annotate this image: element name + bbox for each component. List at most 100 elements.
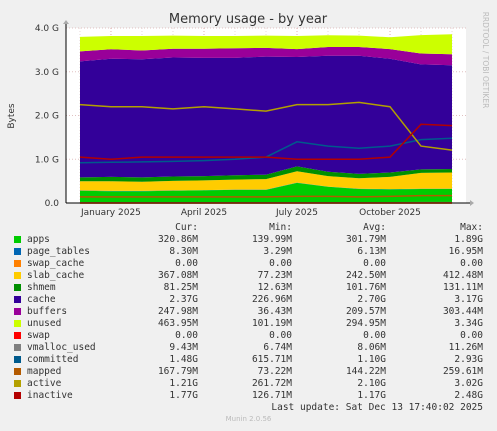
legend-swatch bbox=[14, 368, 21, 375]
legend-min: 139.99M bbox=[251, 234, 292, 245]
legend-min: 101.19M bbox=[251, 318, 292, 329]
area-shmem bbox=[80, 166, 452, 182]
x-tick-label: April 2025 bbox=[181, 208, 227, 218]
legend-name: committed bbox=[27, 354, 79, 365]
legend-swatch bbox=[14, 296, 21, 303]
legend-swatch bbox=[14, 248, 21, 255]
y-tick-label: 4.0 G bbox=[35, 24, 59, 34]
legend-min: 0.00 bbox=[269, 330, 292, 341]
legend-cur: 167.79M bbox=[157, 366, 198, 377]
legend-avg: 294.95M bbox=[345, 318, 386, 329]
legend-cur: 320.86M bbox=[157, 234, 198, 245]
legend-avg: 301.79M bbox=[345, 234, 386, 245]
legend-name: active bbox=[27, 378, 62, 389]
legend-cur: 1.21G bbox=[169, 378, 198, 389]
legend-max: 0.00 bbox=[460, 258, 483, 269]
legend-swatch bbox=[14, 344, 21, 351]
legend-min: 77.23M bbox=[257, 270, 292, 281]
legend-avg: 2.10G bbox=[357, 378, 386, 389]
legend-max: 131.11M bbox=[442, 282, 483, 293]
legend-avg: 8.06M bbox=[357, 342, 386, 353]
legend-swatch bbox=[14, 284, 21, 291]
legend-max: 0.00 bbox=[460, 330, 483, 341]
legend-avg: 2.70G bbox=[357, 294, 386, 305]
legend-swatch bbox=[14, 380, 21, 387]
legend-swatch bbox=[14, 332, 21, 339]
legend-name: swap bbox=[27, 330, 50, 341]
legend-min: 226.96M bbox=[251, 294, 292, 305]
legend-avg: 6.13M bbox=[357, 246, 386, 257]
legend-max: 412.48M bbox=[442, 270, 483, 281]
line-mapped bbox=[80, 194, 452, 198]
legend-cur: 0.00 bbox=[175, 258, 198, 269]
x-axis-arrow bbox=[470, 200, 474, 206]
legend-min: 36.43M bbox=[257, 306, 292, 317]
legend-swatch bbox=[14, 272, 21, 279]
legend-max: 303.44M bbox=[442, 306, 483, 317]
legend-swatch bbox=[14, 392, 21, 399]
legend-name: page_tables bbox=[27, 246, 90, 257]
legend-name: slab_cache bbox=[27, 270, 85, 281]
legend-cur: 1.48G bbox=[169, 354, 198, 365]
legend-avg: 242.50M bbox=[345, 270, 386, 281]
legend-avg: 1.10G bbox=[357, 354, 386, 365]
x-tick-label: July 2025 bbox=[275, 208, 318, 218]
area-unused bbox=[80, 34, 452, 55]
legend-swatch bbox=[14, 308, 21, 315]
legend-name: mapped bbox=[27, 366, 62, 377]
legend-max: 1.89G bbox=[454, 234, 483, 245]
legend-cur: 2.37G bbox=[169, 294, 198, 305]
area-apps bbox=[80, 182, 452, 203]
col-max: Max: bbox=[460, 222, 483, 233]
legend-max: 2.93G bbox=[454, 354, 483, 365]
y-axis-label: Bytes bbox=[7, 103, 17, 129]
legend-name: apps bbox=[27, 234, 50, 245]
legend-cur: 0.00 bbox=[175, 330, 198, 341]
legend-min: 126.71M bbox=[251, 390, 292, 401]
legend-avg: 209.57M bbox=[345, 306, 386, 317]
area-slab_cache bbox=[80, 171, 452, 191]
legend-name: vmalloc_used bbox=[27, 342, 96, 353]
line-active bbox=[79, 101, 453, 151]
legend-min: 615.71M bbox=[251, 354, 292, 365]
legend-name: unused bbox=[27, 318, 62, 329]
legend-max: 11.26M bbox=[448, 342, 483, 353]
munin-version: Munin 2.0.56 bbox=[225, 415, 272, 423]
legend-cur: 1.77G bbox=[169, 390, 198, 401]
area-buffers bbox=[80, 47, 452, 66]
legend-avg: 144.22M bbox=[345, 366, 386, 377]
y-axis: 0.0 1.0 G 2.0 G 3.0 G 4.0 G bbox=[35, 24, 59, 209]
legend-name: shmem bbox=[27, 282, 56, 293]
legend-cur: 81.25M bbox=[163, 282, 198, 293]
memory-chart: Memory usage - by year Bytes RRDTOOL / T… bbox=[7, 11, 490, 218]
legend-avg: 101.76M bbox=[345, 282, 386, 293]
y-tick-label: 2.0 G bbox=[35, 112, 59, 122]
col-cur: Cur: bbox=[175, 222, 198, 233]
legend-name: cache bbox=[27, 294, 56, 305]
legend-swatch bbox=[14, 260, 21, 267]
legend-min: 0.00 bbox=[269, 258, 292, 269]
chart-title: Memory usage - by year bbox=[169, 12, 328, 27]
stacked-areas bbox=[80, 34, 452, 203]
legend-header: Cur: Min: Avg: Max: bbox=[0, 222, 483, 234]
legend-max: 16.95M bbox=[448, 246, 483, 257]
legend-name: swap_cache bbox=[27, 258, 85, 269]
y-tick-label: 3.0 G bbox=[35, 68, 59, 78]
legend-cur: 247.98M bbox=[157, 306, 198, 317]
legend-cur: 9.43M bbox=[169, 342, 198, 353]
legend-max: 259.61M bbox=[442, 366, 483, 377]
legend-name: inactive bbox=[27, 390, 73, 401]
line-inactive bbox=[79, 123, 453, 161]
legend-swatch bbox=[14, 356, 21, 363]
legend-avg: 0.00 bbox=[363, 330, 386, 341]
legend-avg: 0.00 bbox=[363, 258, 386, 269]
legend-min: 261.72M bbox=[251, 378, 292, 389]
legend-swatch bbox=[14, 320, 21, 327]
legend-max: 3.34G bbox=[454, 318, 483, 329]
col-avg: Avg: bbox=[363, 222, 386, 233]
legend-min: 73.22M bbox=[257, 366, 292, 377]
legend-name: buffers bbox=[27, 306, 68, 317]
legend-max: 2.48G bbox=[454, 390, 483, 401]
legend-cur: 463.95M bbox=[157, 318, 198, 329]
legend-min: 12.63M bbox=[257, 282, 292, 293]
